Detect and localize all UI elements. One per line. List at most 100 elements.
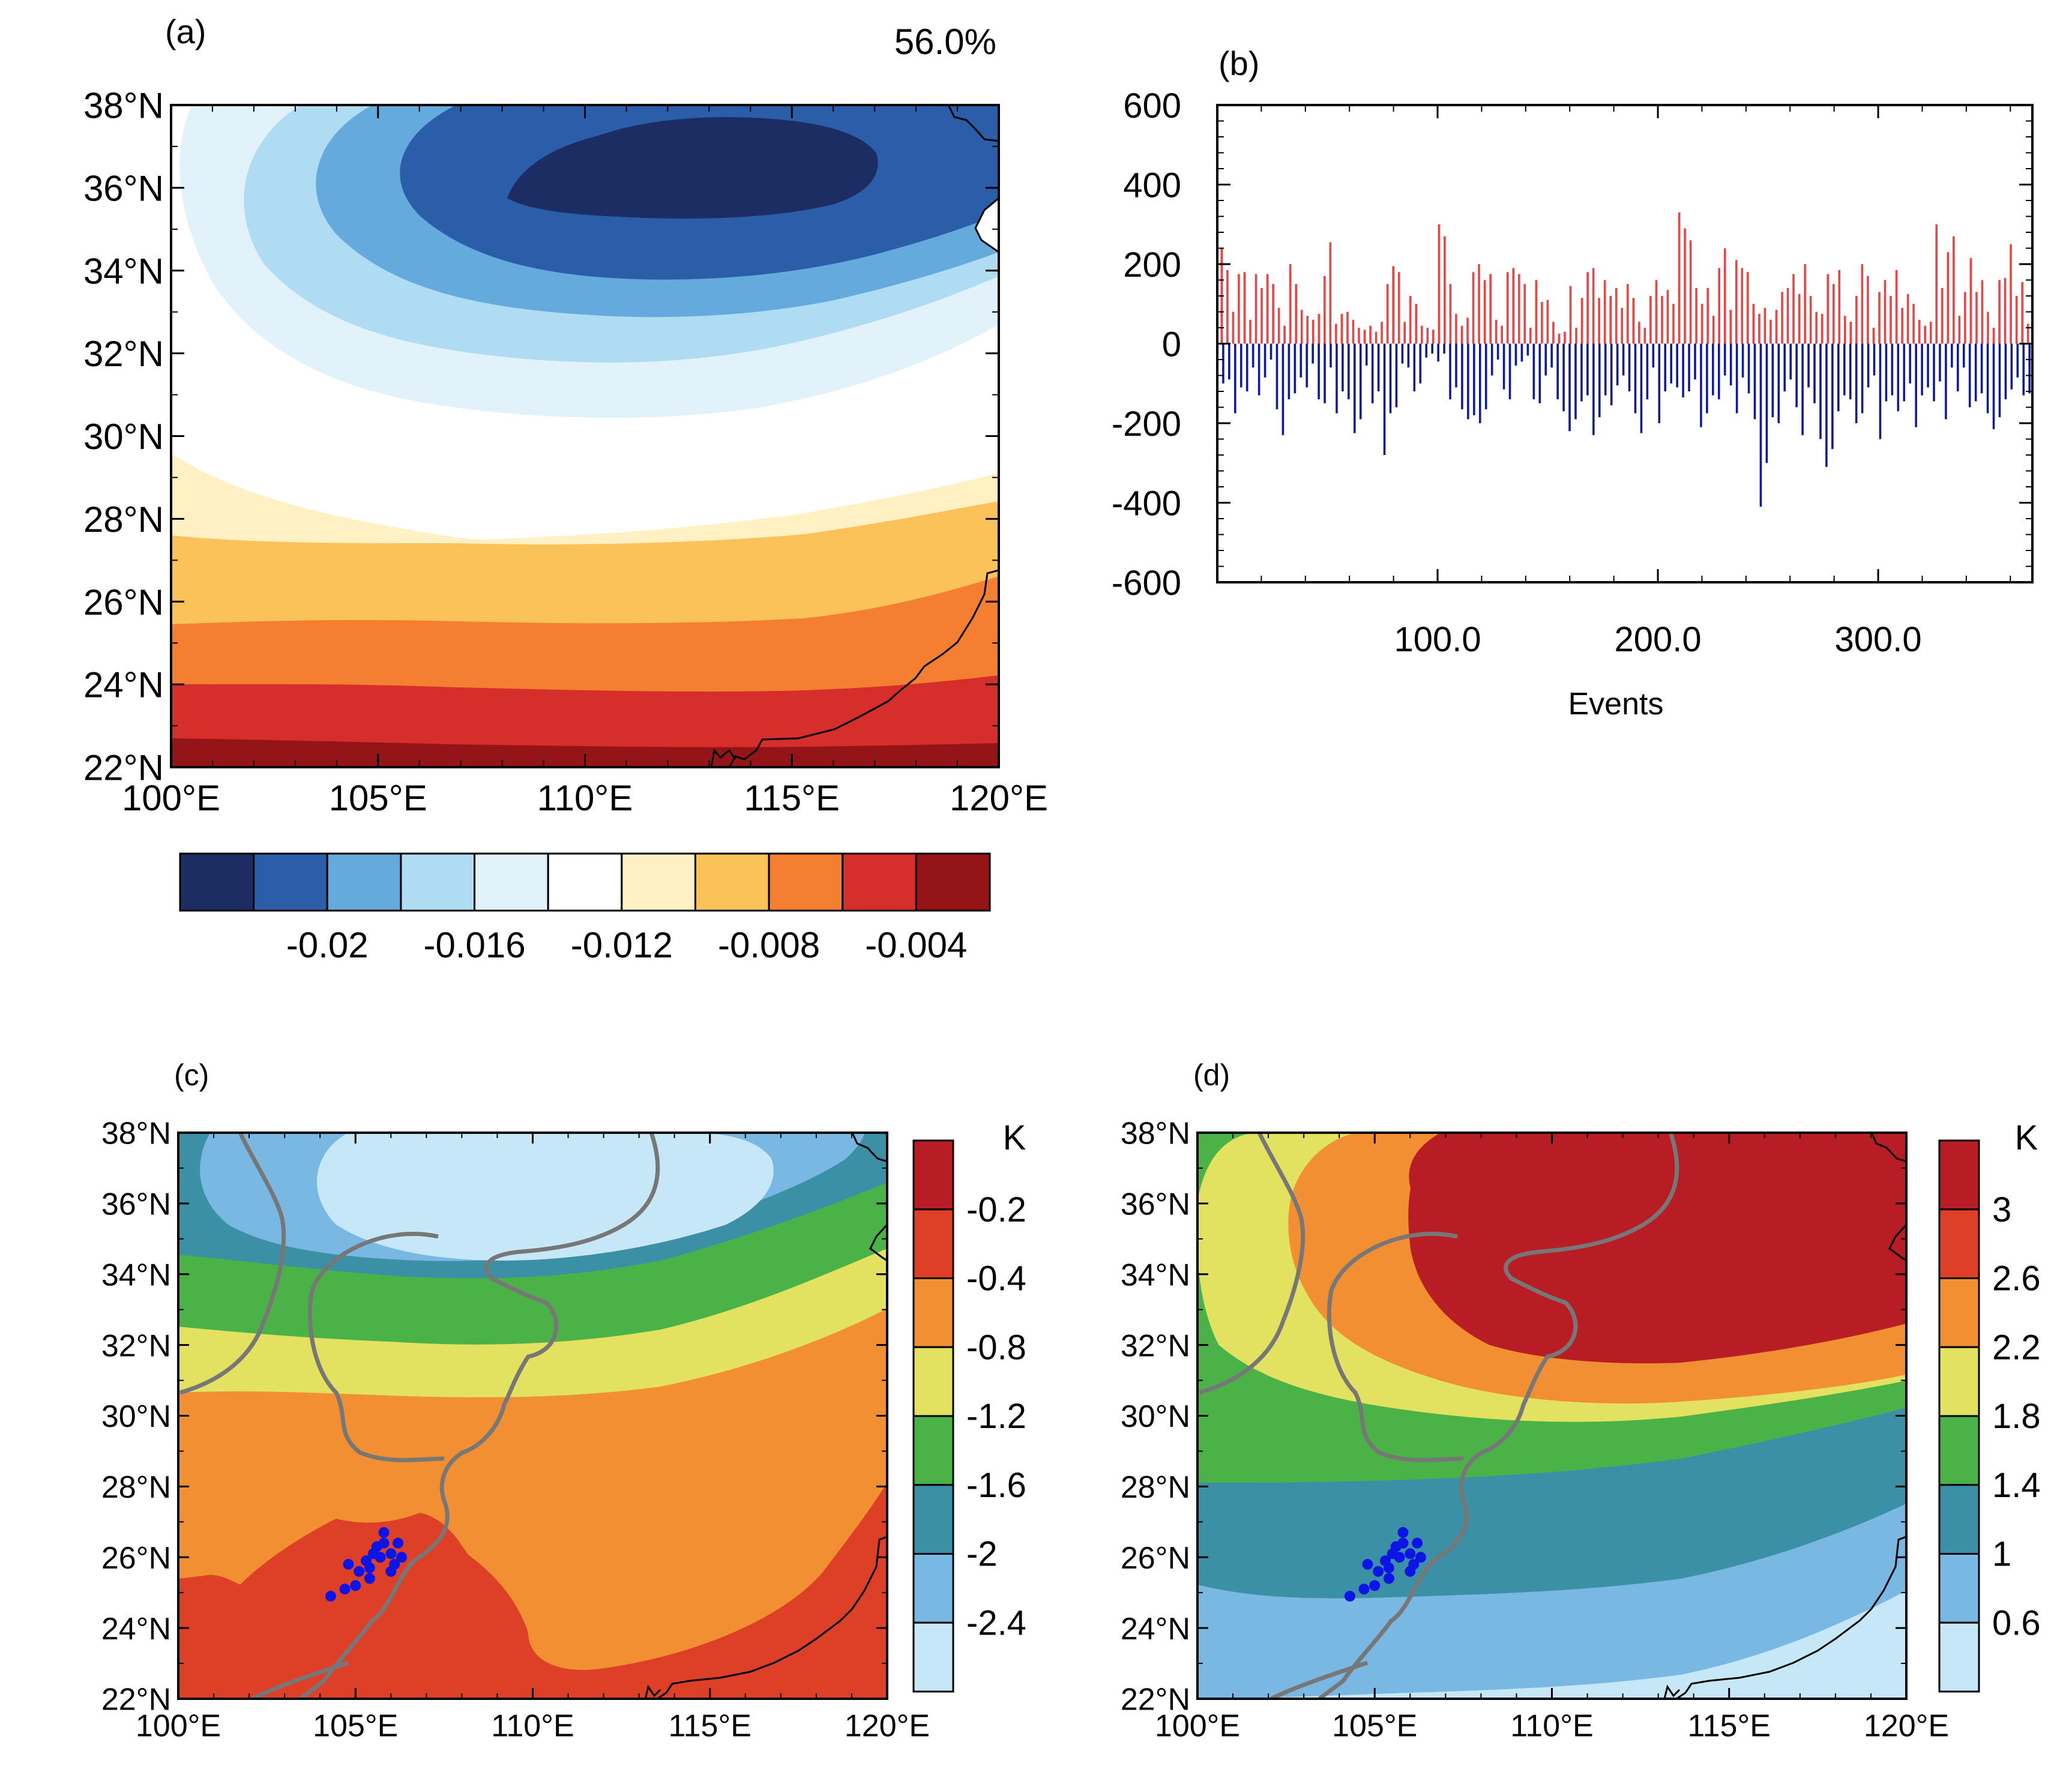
- bar-negative: [1359, 343, 1362, 420]
- colorbar-swatch: [1938, 1484, 1980, 1555]
- bar-positive: [1226, 270, 1229, 344]
- bar-negative: [1239, 343, 1242, 388]
- bar-negative: [1604, 343, 1607, 396]
- bar-positive: [1238, 274, 1240, 344]
- bar-negative: [1568, 343, 1571, 432]
- colorbar-swatch: [621, 852, 696, 912]
- bar-positive: [1843, 316, 1846, 344]
- station-marker: [1358, 1584, 1370, 1595]
- bar-negative: [1801, 343, 1804, 435]
- bar-positive: [1283, 325, 1286, 344]
- bar-negative: [1419, 343, 1422, 384]
- bar-positive: [1260, 288, 1263, 344]
- bar-negative: [1968, 343, 1971, 408]
- x-tick-label: 105°E: [313, 1708, 398, 1743]
- bar-positive: [1901, 307, 1903, 344]
- bar-negative: [1855, 343, 1858, 423]
- bar-positive: [1483, 280, 1486, 344]
- colorbar-swatch: [1938, 1139, 1980, 1211]
- coastline: [1888, 1223, 1906, 1262]
- y-tick-label: 36°N: [1121, 1187, 1190, 1222]
- bar-positive: [1466, 318, 1469, 344]
- bar-negative: [1873, 343, 1876, 376]
- bar-positive: [1747, 272, 1749, 344]
- y-tick-label: 22°N: [1121, 1683, 1190, 1717]
- panel-d-colorbar-unit: K: [2015, 1118, 2038, 1157]
- y-tick-label: 34°N: [83, 251, 164, 291]
- x-tick-label: 115°E: [1688, 1708, 1771, 1743]
- bar-negative: [1700, 343, 1702, 427]
- bar-positive: [1392, 266, 1394, 344]
- station-marker: [1397, 1537, 1409, 1549]
- bar-negative: [1365, 343, 1368, 366]
- bar-positive: [1906, 294, 1909, 344]
- bar-negative: [1921, 343, 1923, 396]
- y-tick-label: 30°N: [1121, 1399, 1190, 1434]
- x-tick-label: 115°E: [744, 778, 840, 818]
- bar-positive: [1403, 322, 1406, 344]
- bar-positive: [1529, 328, 1532, 344]
- bar-negative: [1694, 343, 1696, 380]
- bar-negative: [1771, 343, 1774, 418]
- bar-negative: [1616, 343, 1619, 386]
- bar-positive: [1438, 224, 1441, 344]
- river: [251, 1660, 349, 1699]
- bar-negative: [1885, 343, 1888, 402]
- bar-positive: [1363, 330, 1366, 344]
- colorbar-label: -2.4: [966, 1603, 1026, 1642]
- station-marker: [364, 1573, 375, 1584]
- bar-negative: [1735, 343, 1738, 414]
- station-marker: [1394, 1552, 1405, 1563]
- station-marker: [1344, 1591, 1355, 1602]
- bar-positive: [1672, 304, 1675, 344]
- bar-negative: [1670, 343, 1672, 384]
- bar-positive: [1564, 331, 1566, 344]
- bar-positive: [1603, 280, 1606, 344]
- bar-positive: [1512, 268, 1515, 344]
- y-tick-label: 24°N: [1121, 1612, 1190, 1647]
- x-tick-label: 110°E: [1510, 1708, 1593, 1743]
- coastline: [1663, 1684, 1681, 1699]
- bar-negative: [1431, 343, 1433, 354]
- bar-negative: [1508, 343, 1511, 400]
- station-marker: [1369, 1580, 1381, 1591]
- colorbar-swatch: [326, 852, 402, 912]
- bar-positive: [1838, 270, 1841, 344]
- y-tick-label: -600: [1112, 564, 1181, 603]
- colorbar-label: 0.6: [1992, 1603, 2041, 1642]
- bar-positive: [1804, 264, 1806, 344]
- bar-negative: [1945, 343, 1947, 420]
- colorbar-swatch: [912, 1484, 954, 1555]
- colorbar-swatch: [912, 1415, 954, 1486]
- bar-positive: [1992, 328, 1995, 344]
- bar-positive: [2015, 296, 2018, 344]
- bar-positive: [1712, 316, 1715, 344]
- x-tick-label: 100°E: [1155, 1708, 1240, 1743]
- bar-positive: [1832, 284, 1835, 344]
- colorbar-swatch: [179, 852, 255, 912]
- bar-negative: [1831, 343, 1834, 450]
- bar-negative: [1825, 343, 1828, 467]
- bar-positive: [1861, 264, 1864, 344]
- bar-positive: [1575, 328, 1577, 344]
- bar-positive: [1929, 322, 1932, 344]
- y-tick-label: 26°N: [1121, 1541, 1190, 1576]
- coastline: [657, 1535, 887, 1699]
- bar-negative: [1849, 343, 1852, 400]
- station-marker: [385, 1566, 397, 1577]
- river: [1270, 1660, 1369, 1699]
- river: [307, 1232, 445, 1462]
- bar-negative: [1915, 343, 1917, 427]
- colorbar-swatch: [694, 852, 770, 912]
- station-marker: [1405, 1548, 1416, 1559]
- y-tick-label: 22°N: [101, 1683, 171, 1717]
- y-tick-label: 34°N: [101, 1258, 171, 1292]
- bar-positive: [1375, 331, 1378, 344]
- colorbar-swatch: [1938, 1415, 1980, 1486]
- y-tick-label: 400: [1123, 166, 1181, 205]
- station-marker: [1373, 1566, 1384, 1577]
- station-marker: [375, 1552, 386, 1563]
- bar-negative: [1324, 343, 1326, 403]
- x-tick-label: 120°E: [950, 778, 1048, 818]
- bar-negative: [1401, 343, 1404, 364]
